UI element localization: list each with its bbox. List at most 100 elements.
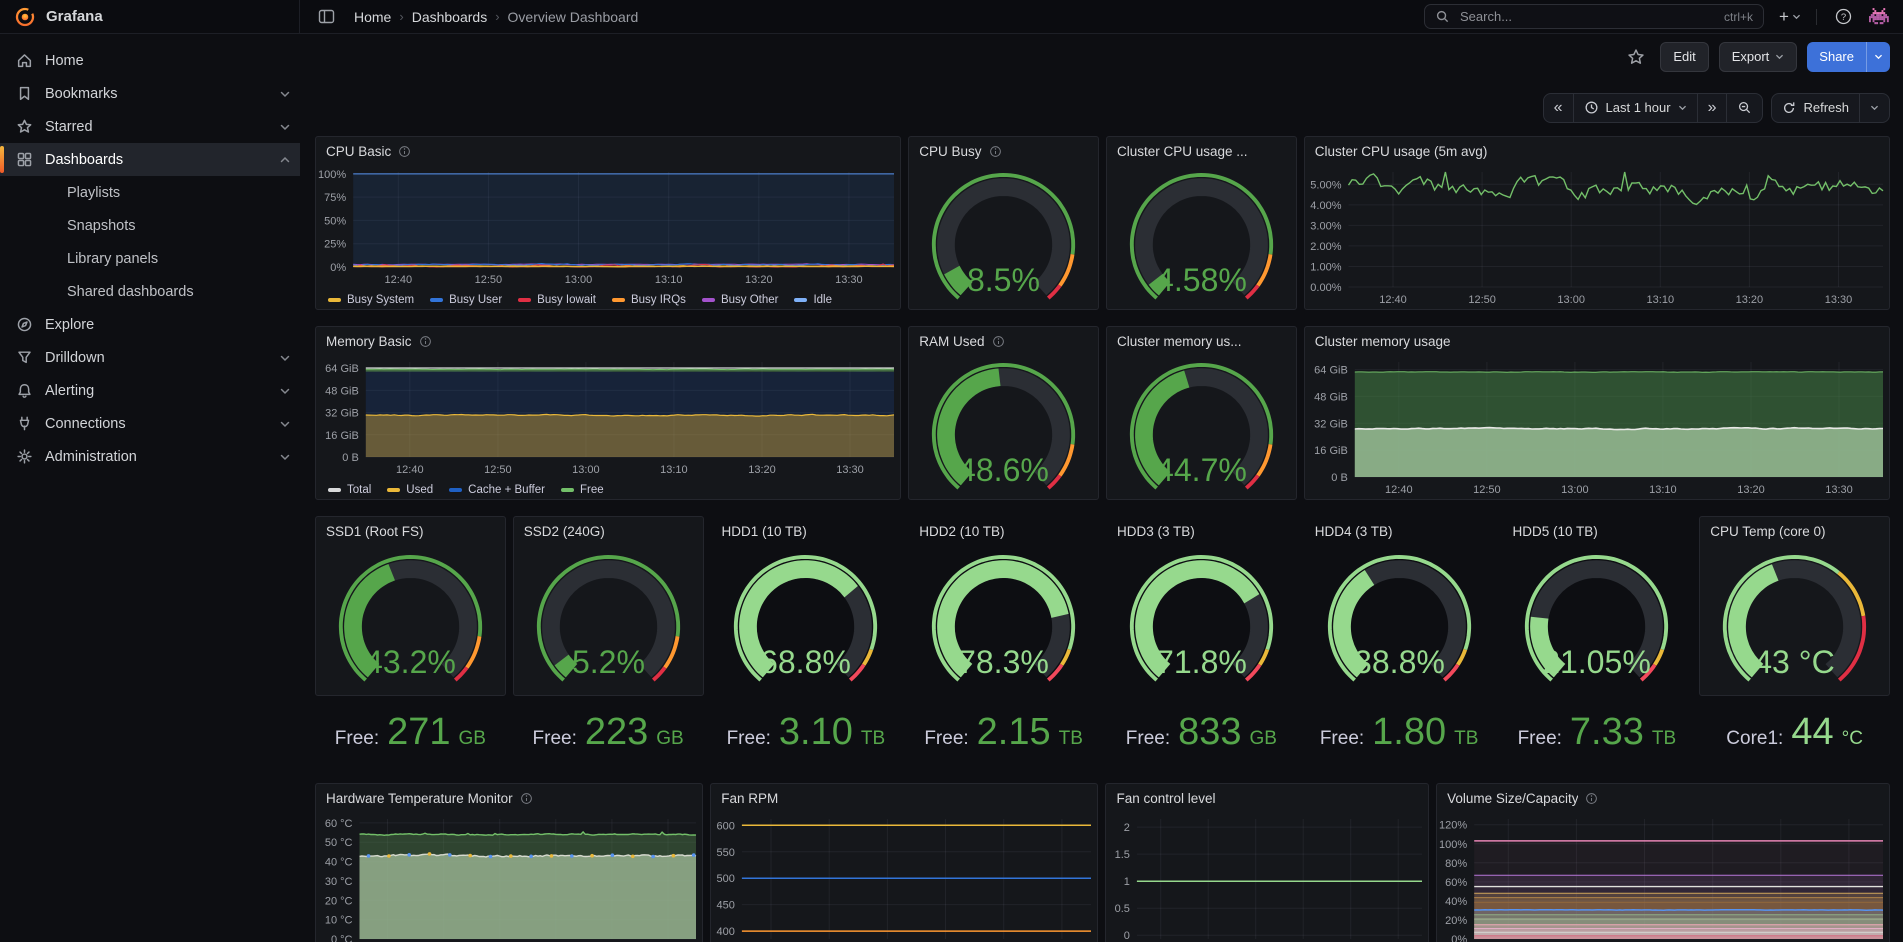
share-dropdown-button[interactable] [1866, 42, 1890, 72]
time-range-label: Last 1 hour [1606, 100, 1671, 115]
refresh-interval-dropdown[interactable] [1859, 94, 1889, 122]
legend-item-used[interactable]: Used [387, 484, 433, 496]
sidebar-item-explore[interactable]: Explore [0, 308, 300, 341]
hdd2-gauge: 78.3% [909, 545, 1098, 695]
panel-header[interactable]: HDD1 (10 TB) [712, 517, 901, 545]
legend-item-busy-user[interactable]: Busy User [430, 294, 502, 306]
cluster-cpu-chart[interactable]: 0.00%1.00%2.00%3.00%4.00%5.00%12:4012:50… [1305, 165, 1889, 310]
chevron-down-icon[interactable] [280, 420, 290, 428]
panel-header[interactable]: HDD5 (10 TB) [1503, 517, 1692, 545]
chevron-down-icon [1874, 53, 1883, 60]
legend-label: Busy Iowait [537, 294, 596, 306]
sidebar-item-alerting[interactable]: Alerting [0, 374, 300, 407]
sidebar-item-starred[interactable]: Starred [0, 110, 300, 143]
chevron-down-icon[interactable] [280, 453, 290, 461]
info-icon[interactable] [398, 145, 411, 158]
panel-header[interactable]: CPU Temp (core 0) [1700, 517, 1889, 545]
stat-value-group: Free:223GB [514, 713, 703, 766]
panel-header[interactable]: Cluster CPU usage ... [1107, 137, 1296, 165]
panel-header[interactable]: Fan RPM [711, 784, 1097, 812]
legend-item-busy-system[interactable]: Busy System [328, 294, 414, 306]
chevron-down-icon[interactable] [280, 90, 290, 98]
panel-header[interactable]: RAM Used [909, 327, 1098, 355]
share-button[interactable]: Share [1807, 42, 1866, 72]
sidebar-item-playlists[interactable]: Playlists [0, 176, 300, 209]
search-box[interactable]: ctrl+k [1424, 4, 1764, 29]
svg-text:44.7%: 44.7% [1156, 452, 1247, 488]
sidebar-item-shared-dashboards[interactable]: Shared dashboards [0, 275, 300, 308]
panel-header[interactable]: Cluster CPU usage (5m avg) [1305, 137, 1889, 165]
panel-header[interactable]: HDD3 (3 TB) [1107, 517, 1296, 545]
zoom-out-button[interactable] [1726, 94, 1762, 122]
chevron-down-icon[interactable] [280, 387, 290, 395]
svg-text:13:00: 13:00 [1561, 484, 1589, 496]
sidebar-item-drilldown[interactable]: Drilldown [0, 341, 300, 374]
svg-text:21.05%: 21.05% [1543, 644, 1652, 680]
sidebar-item-connections[interactable]: Connections [0, 407, 300, 440]
info-icon[interactable] [989, 145, 1002, 158]
fan-control-chart[interactable]: 00.511.52 [1106, 812, 1428, 942]
hardware-temperature-chart[interactable]: 0 °C10 °C20 °C30 °C40 °C50 °C60 °C [316, 812, 702, 942]
grafana-logo-icon[interactable] [14, 6, 36, 28]
legend-label: Busy Other [721, 294, 779, 306]
breadcrumb-dashboards[interactable]: Dashboards [412, 9, 488, 25]
legend-swatch [430, 298, 443, 302]
sidebar-toggle-icon[interactable] [312, 3, 340, 31]
new-menu-button[interactable]: + [1776, 3, 1804, 31]
sidebar-item-snapshots[interactable]: Snapshots [0, 209, 300, 242]
panel-header[interactable]: Hardware Temperature Monitor [316, 784, 702, 812]
panel-header[interactable]: Cluster memory usage [1305, 327, 1889, 355]
search-input[interactable] [1458, 8, 1716, 25]
chevron-down-icon[interactable] [280, 354, 290, 362]
legend-item-free[interactable]: Free [561, 484, 604, 496]
refresh-button[interactable]: Refresh [1772, 94, 1859, 122]
export-button[interactable]: Export [1719, 42, 1798, 72]
panel-header[interactable]: HDD2 (10 TB) [909, 517, 1098, 545]
panel-header[interactable]: Memory Basic [316, 327, 900, 355]
legend-item-total[interactable]: Total [328, 484, 371, 496]
panel-header[interactable]: Fan control level [1106, 784, 1428, 812]
panel-header[interactable]: CPU Basic [316, 137, 900, 165]
cpu-basic-chart[interactable]: 0%25%50%75%100%12:4012:5013:0013:1013:20… [316, 165, 900, 291]
legend-item-busy-irqs[interactable]: Busy IRQs [612, 294, 686, 306]
legend-swatch [387, 488, 400, 492]
cluster-memory-chart[interactable]: 0 B16 GiB32 GiB48 GiB64 GiB12:4012:5013:… [1305, 355, 1889, 500]
info-icon[interactable] [419, 335, 432, 348]
fan-rpm-chart[interactable]: 400450500550600 [711, 812, 1097, 942]
sidebar-item-bookmarks[interactable]: Bookmarks [0, 77, 300, 110]
legend-item-cache-buffer[interactable]: Cache + Buffer [449, 484, 545, 496]
info-icon[interactable] [1585, 792, 1598, 805]
legend-item-busy-iowait[interactable]: Busy Iowait [518, 294, 596, 306]
chevron-up-icon[interactable] [280, 156, 290, 164]
edit-button[interactable]: Edit [1660, 42, 1708, 72]
volume-size-chart[interactable]: 0%20%40%60%80%100%120% [1437, 812, 1889, 942]
sidebar-item-dashboards[interactable]: Dashboards [0, 143, 300, 176]
legend-item-busy-other[interactable]: Busy Other [702, 294, 779, 306]
memory-basic-chart[interactable]: 0 B16 GiB32 GiB48 GiB64 GiB12:4012:5013:… [316, 355, 900, 481]
time-shift-back-button[interactable]: « [1544, 94, 1573, 122]
favorite-star-icon[interactable] [1622, 43, 1650, 71]
sidebar-item-home[interactable]: Home [0, 44, 300, 77]
legend-item-idle[interactable]: Idle [794, 294, 832, 306]
panel-header[interactable]: SSD2 (240G) [514, 517, 703, 545]
star-icon [16, 118, 33, 135]
panel-header[interactable]: HDD4 (3 TB) [1305, 517, 1494, 545]
panel-header[interactable]: SSD1 (Root FS) [316, 517, 505, 545]
panel-header[interactable]: Volume Size/Capacity [1437, 784, 1889, 812]
svg-text:12:40: 12:40 [1385, 484, 1413, 496]
info-icon[interactable] [992, 335, 1005, 348]
time-range-picker[interactable]: Last 1 hour [1573, 94, 1697, 122]
panel-header[interactable]: Cluster memory us... [1107, 327, 1296, 355]
stat-free-ssd2: Free:223GB [513, 712, 704, 767]
time-shift-forward-button[interactable]: » [1697, 94, 1727, 122]
sidebar-item-library-panels[interactable]: Library panels [0, 242, 300, 275]
chevron-down-icon[interactable] [280, 123, 290, 131]
stat-unit: GB [1250, 728, 1277, 750]
panel-header[interactable]: CPU Busy [909, 137, 1098, 165]
svg-text:40%: 40% [1445, 896, 1467, 908]
help-icon[interactable]: ? [1829, 3, 1857, 31]
user-avatar[interactable] [1869, 8, 1889, 25]
info-icon[interactable] [520, 792, 533, 805]
breadcrumb-home[interactable]: Home [354, 9, 391, 25]
sidebar-item-administration[interactable]: Administration [0, 440, 300, 473]
